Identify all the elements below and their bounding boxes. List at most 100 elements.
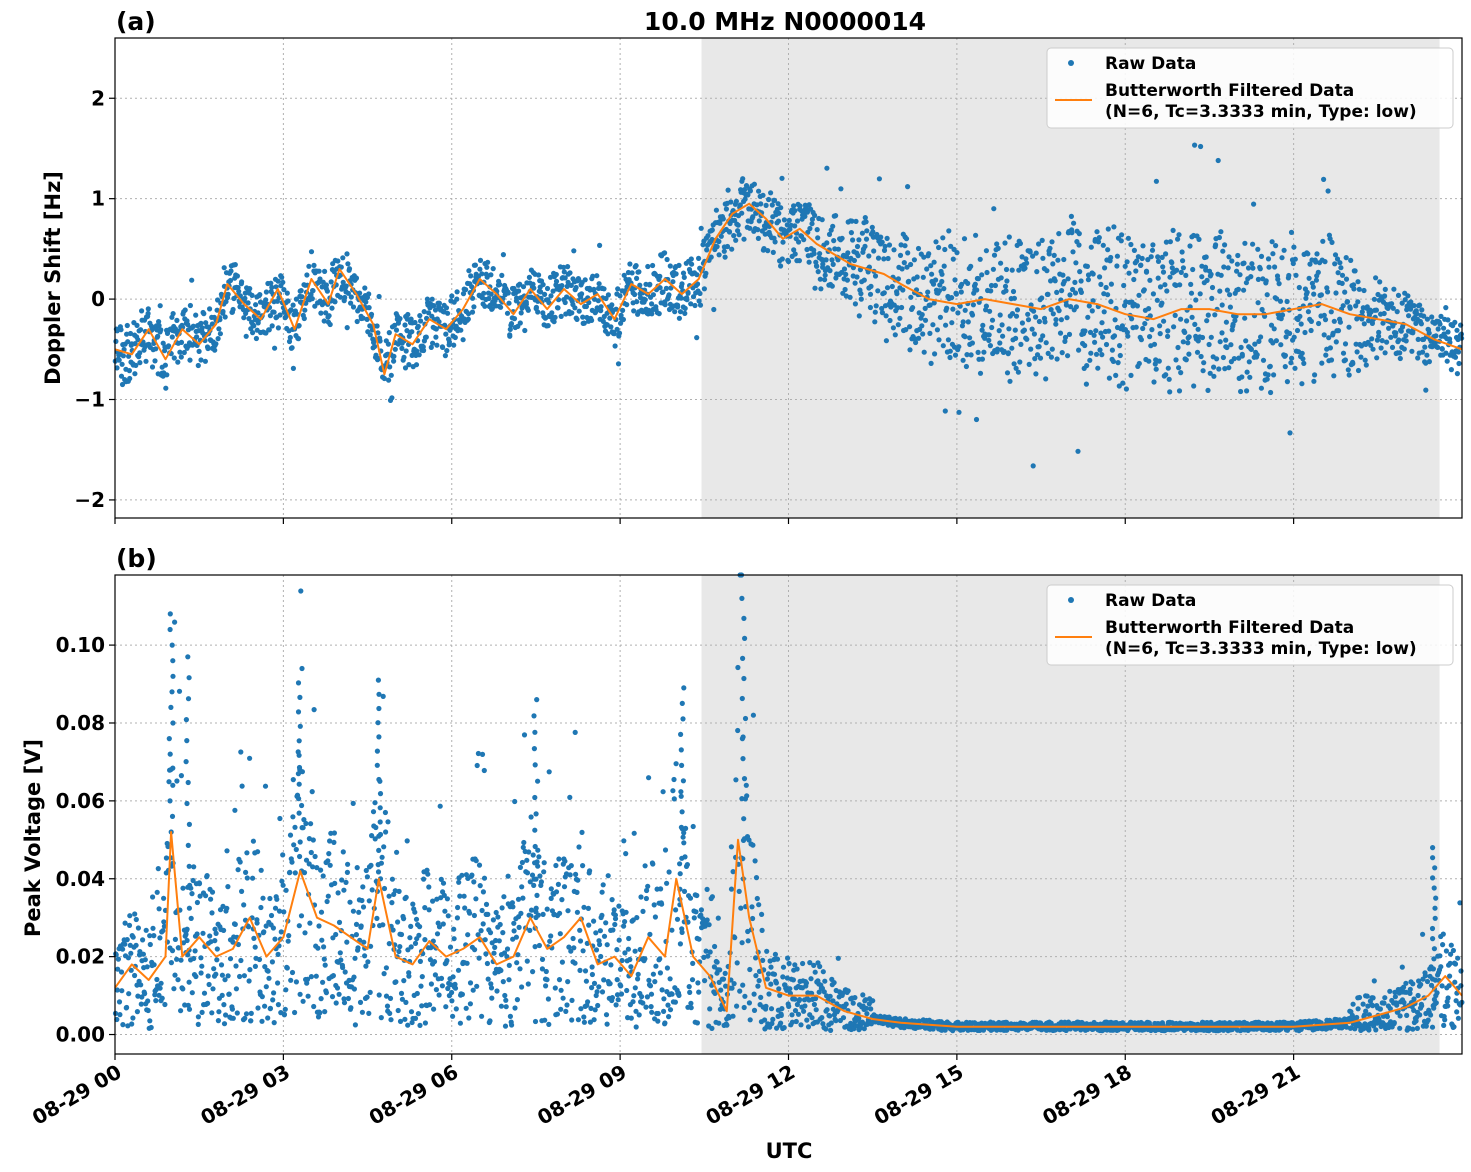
raw-point (567, 872, 573, 878)
raw-point (388, 1017, 394, 1023)
raw-point (1068, 213, 1074, 219)
raw-point (744, 793, 750, 799)
raw-point (318, 996, 324, 1002)
raw-point (964, 352, 970, 358)
raw-point (630, 999, 636, 1005)
raw-point (539, 966, 546, 972)
raw-point (594, 989, 600, 995)
raw-point (1124, 329, 1130, 335)
raw-point (327, 862, 333, 868)
raw-point (1376, 329, 1382, 335)
raw-point (680, 834, 686, 840)
raw-point (466, 1015, 472, 1021)
raw-point (314, 865, 320, 871)
raw-point (824, 165, 830, 171)
raw-point (680, 270, 687, 276)
raw-point (913, 339, 919, 346)
raw-point (415, 323, 421, 329)
raw-point (647, 983, 654, 989)
raw-point (147, 941, 153, 948)
raw-point (406, 973, 412, 979)
raw-point (1452, 354, 1459, 360)
raw-point (1393, 330, 1399, 336)
raw-point (863, 1005, 870, 1011)
raw-point (679, 281, 685, 287)
raw-point (1269, 239, 1275, 245)
raw-point (520, 844, 526, 851)
raw-point (526, 274, 533, 280)
raw-point (1048, 354, 1054, 360)
raw-point (812, 212, 818, 218)
raw-point (1200, 368, 1206, 374)
raw-point (1061, 278, 1067, 285)
raw-point (1198, 143, 1204, 150)
raw-point (650, 292, 657, 298)
raw-point (828, 1020, 834, 1026)
raw-point (287, 334, 293, 341)
raw-point (733, 237, 739, 243)
raw-point (822, 978, 828, 984)
raw-point (452, 334, 458, 341)
raw-point (304, 272, 310, 278)
raw-point (1053, 317, 1059, 323)
raw-point (225, 973, 231, 979)
raw-point (1091, 332, 1097, 338)
raw-point (636, 1012, 642, 1018)
raw-point (285, 938, 291, 944)
raw-point (248, 1010, 254, 1017)
raw-point (932, 351, 938, 357)
raw-point (531, 285, 537, 291)
raw-point (461, 893, 467, 899)
raw-point (1088, 244, 1094, 250)
raw-point (595, 298, 601, 304)
raw-point (409, 329, 415, 335)
raw-point (489, 995, 495, 1001)
raw-point (1011, 361, 1017, 367)
raw-point (351, 974, 357, 980)
raw-point (990, 266, 997, 272)
raw-point (711, 306, 717, 313)
raw-point (182, 307, 188, 313)
raw-point (1257, 266, 1263, 272)
raw-point (317, 1010, 323, 1016)
raw-point (763, 202, 769, 208)
raw-point (290, 302, 296, 308)
raw-point (434, 896, 440, 902)
raw-point (737, 988, 743, 994)
raw-point (858, 291, 864, 297)
raw-point (449, 998, 455, 1004)
raw-point (1321, 176, 1327, 182)
raw-point (415, 1011, 421, 1017)
raw-point (751, 181, 758, 187)
raw-point (132, 972, 138, 979)
raw-point (1109, 347, 1115, 353)
raw-point (1382, 286, 1388, 292)
raw-point (835, 955, 841, 961)
raw-point (553, 889, 560, 895)
raw-point (159, 995, 165, 1001)
raw-point (823, 1026, 829, 1032)
y-tick-label: 2 (91, 86, 105, 110)
raw-point (363, 963, 369, 969)
raw-point (803, 205, 810, 211)
raw-point (664, 256, 670, 263)
raw-point (1265, 372, 1271, 378)
raw-point (549, 310, 555, 316)
raw-point (454, 296, 460, 302)
raw-point (1320, 238, 1326, 244)
raw-point (659, 901, 665, 907)
raw-point (180, 986, 186, 992)
raw-point (543, 968, 549, 975)
raw-point (961, 236, 968, 242)
raw-point (574, 889, 580, 896)
raw-point (340, 255, 346, 261)
raw-point (209, 889, 216, 895)
raw-point (543, 983, 549, 989)
raw-point (742, 993, 748, 999)
raw-point (776, 986, 782, 992)
raw-point (577, 927, 583, 933)
raw-point (498, 1003, 504, 1009)
raw-point (124, 322, 130, 329)
raw-point (1445, 317, 1451, 323)
